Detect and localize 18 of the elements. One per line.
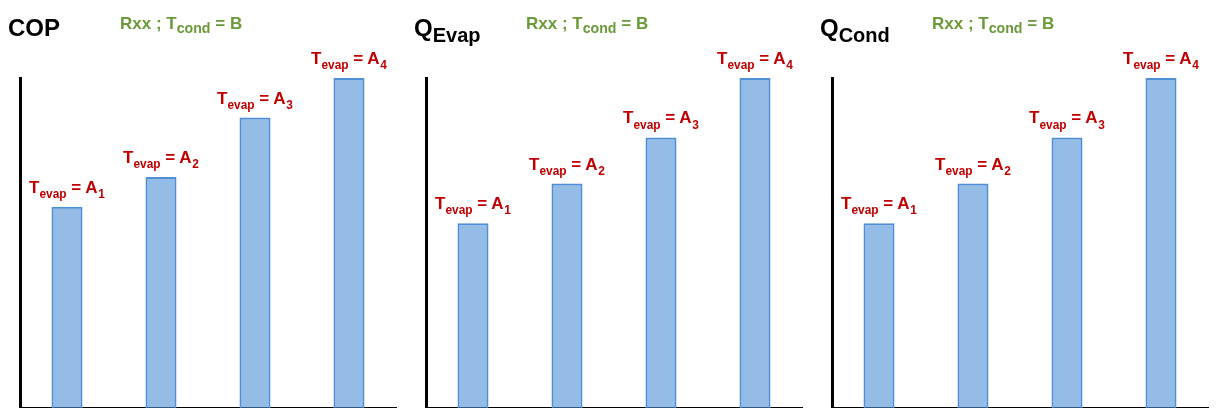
chart-title: Q$_{Cond}$ [820, 14, 890, 47]
bar [145, 177, 177, 408]
bar [239, 117, 271, 408]
bar [863, 223, 895, 408]
chart-subtitle: Rxx ; T$_{cond}$ = B [932, 14, 1055, 37]
bar [1051, 137, 1083, 408]
bar [51, 206, 83, 408]
chart-title: Q$_{Evap}$ [414, 14, 481, 47]
chart-subtitle: Rxx ; T$_{cond}$ = B [526, 14, 649, 37]
bar [645, 137, 677, 408]
chart-title: COP [8, 14, 61, 42]
bar [957, 183, 989, 408]
bar [333, 78, 365, 408]
bar [551, 183, 583, 408]
bar [1145, 78, 1177, 408]
chart-subtitle: Rxx ; T$_{cond}$ = B [120, 14, 243, 37]
bar [739, 78, 771, 408]
bar [457, 223, 489, 408]
